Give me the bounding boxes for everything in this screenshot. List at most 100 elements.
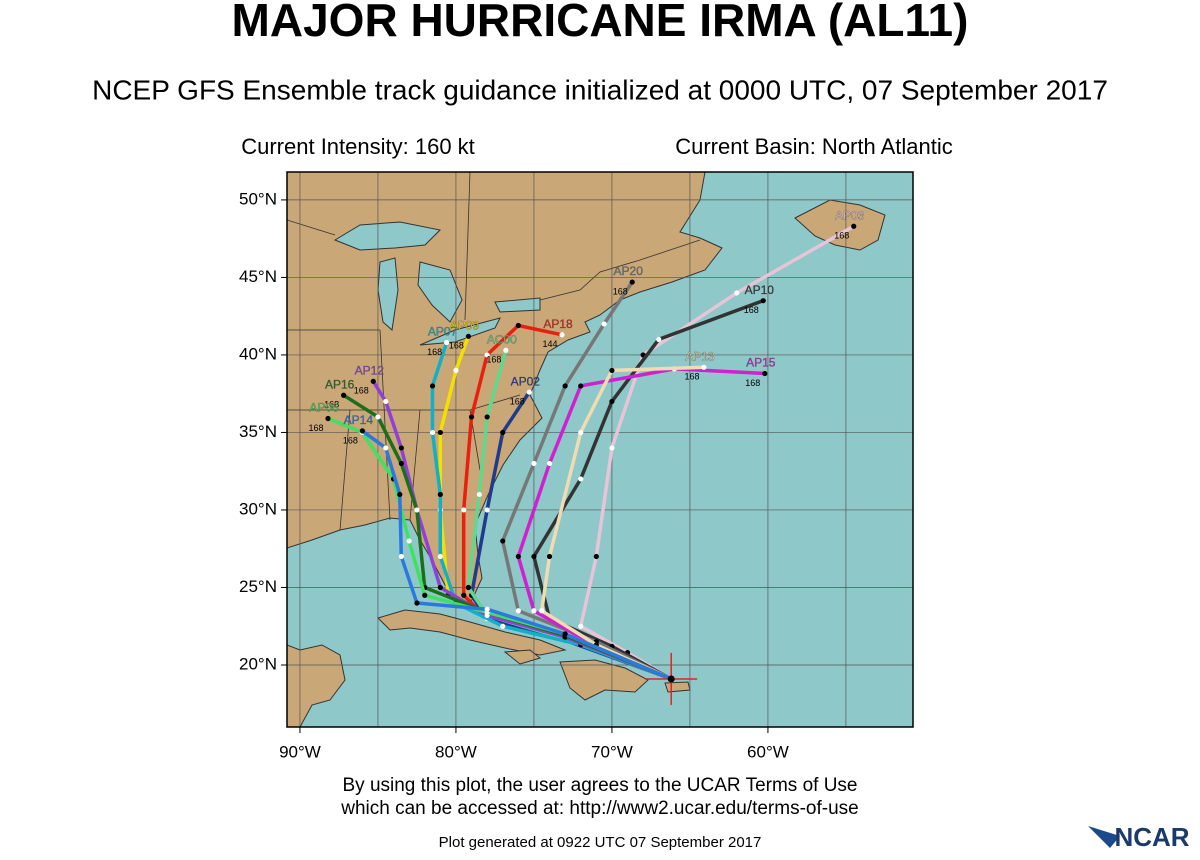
track-point: [531, 460, 537, 467]
y-tick-label: 40°N: [239, 344, 277, 363]
track-point: [601, 321, 607, 327]
track-point: [375, 414, 381, 420]
track-line: [578, 224, 856, 681]
track-point: [476, 491, 482, 498]
track-point: [453, 367, 459, 374]
track-point: [562, 383, 568, 389]
axes: 20°N 25°N 30°N 35°N 40°N 45°N 50°N 90°W 80°W 70°W…: [239, 189, 789, 761]
track-point: [500, 623, 506, 629]
lake: [417, 261, 463, 323]
track-point: [609, 445, 615, 451]
title: MAJOR HURRICANE IRMA (AL11): [232, 0, 969, 46]
track-point: [484, 352, 490, 358]
y-tick-label: 20°N: [239, 654, 277, 673]
track-line: [532, 298, 765, 681]
track-label: AP20: [614, 264, 644, 278]
track-hour-label: 168: [354, 386, 369, 396]
track-point: [701, 364, 707, 370]
grid: [287, 172, 913, 727]
track-label: AP15: [746, 356, 776, 370]
track-point: [500, 429, 506, 436]
track-point: [461, 592, 467, 598]
logo-text: NCAR: [1114, 822, 1189, 852]
track-point: [500, 538, 506, 544]
track-label: AP06: [309, 401, 339, 415]
track-point: [734, 290, 740, 296]
track-point: [609, 398, 615, 405]
track-point: [437, 553, 443, 560]
track-hour-label: 144: [543, 339, 558, 349]
track-hour-label: 168: [309, 423, 324, 433]
track-point: [531, 553, 537, 560]
x-tick-label: 70°W: [591, 742, 633, 761]
track-label: AC00: [487, 332, 517, 346]
y-tick-label: 45°N: [239, 267, 277, 286]
tracks: AP03 168 AP10 168 AP20 168 AP15 168 AP13 168 AP18 1…: [309, 208, 865, 705]
track-label: AP07: [428, 325, 458, 339]
track-line: [371, 379, 673, 681]
current-position: [667, 675, 675, 683]
track-point: [465, 584, 472, 591]
track-point: [515, 608, 521, 614]
track-point: [559, 332, 565, 338]
track-point: [468, 414, 475, 420]
basemap: [287, 172, 913, 727]
track-point: [437, 491, 443, 498]
y-tick-label: 30°N: [239, 499, 277, 518]
track-point: [422, 592, 428, 598]
track-point: [562, 631, 568, 637]
subtitle: NCEP GFS Ensemble track guidance initial…: [92, 74, 1108, 105]
track-label: AP09: [450, 319, 480, 333]
track-label: AP14: [344, 413, 374, 427]
track-point: [414, 600, 420, 606]
track-point: [578, 623, 584, 629]
lake: [333, 221, 442, 251]
x-tick-label: 90°W: [279, 742, 321, 761]
track-label: AP12: [355, 363, 385, 377]
track-point: [437, 584, 443, 591]
track-point: [429, 429, 436, 436]
track-point: [437, 429, 443, 436]
land: [377, 609, 567, 656]
track-hour-label: 168: [343, 435, 358, 445]
track-point: [546, 553, 553, 560]
track-line: [516, 367, 767, 681]
track-point: [629, 279, 635, 285]
land: [287, 644, 346, 727]
track-point: [539, 608, 545, 614]
track-label: AP03: [835, 208, 865, 222]
track-point: [406, 538, 412, 544]
track-label: AP18: [543, 317, 573, 331]
track-point: [609, 367, 615, 374]
track-point: [503, 347, 509, 353]
track-point: [443, 339, 450, 346]
x-tick-label: 60°W: [747, 742, 789, 761]
track-point: [578, 383, 584, 389]
track-hour-label: 168: [834, 231, 849, 241]
track-point: [578, 429, 584, 436]
logo: NCAR: [1088, 822, 1190, 852]
intensity: Current Intensity: 160 kt: [241, 134, 475, 159]
track-label: AP16: [325, 377, 355, 391]
x-tick-label: 80°W: [435, 742, 477, 761]
track-hour-label: 168: [684, 372, 699, 382]
land: [794, 199, 886, 251]
track-label: AP13: [685, 350, 715, 364]
track-hour-label: 168: [486, 355, 501, 365]
track-hour-label: 168: [324, 400, 339, 410]
track-point: [546, 460, 553, 467]
track-hour-label: 168: [449, 341, 464, 351]
track-point: [760, 298, 766, 304]
footer-line: By using this plot, the user agrees to t…: [343, 775, 858, 796]
track-point: [484, 606, 490, 612]
track-point: [531, 608, 537, 614]
track-point: [398, 553, 404, 560]
y-tick-label: 25°N: [239, 577, 277, 596]
y-tick-label: 35°N: [239, 422, 277, 441]
track-point: [484, 507, 490, 513]
track-hour-label: 168: [744, 305, 759, 315]
track-point: [461, 507, 467, 513]
track-label: AP02: [511, 374, 541, 388]
